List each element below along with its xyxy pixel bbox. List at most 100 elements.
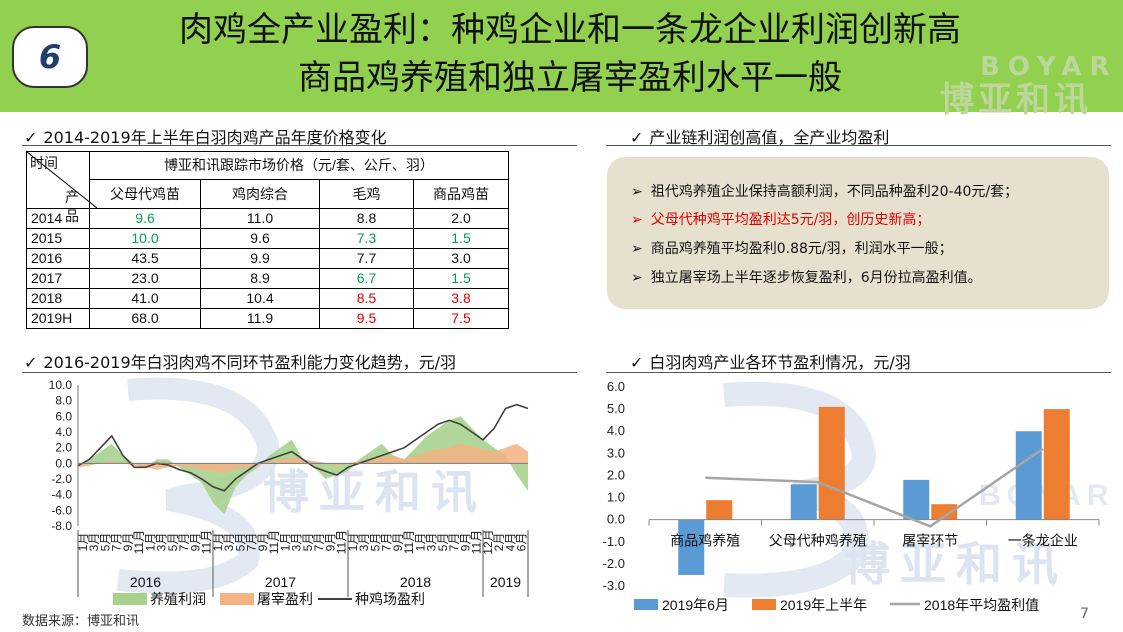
legend-swatch-h1-2019 [752, 599, 776, 610]
category-label: 父母代种鸡养殖 [769, 533, 867, 549]
row-year: 2019H [26, 308, 90, 329]
x-tick-label: 5月 [368, 533, 382, 552]
x-tick-label: 7月 [312, 533, 326, 552]
legend-label-breeder-profit: 种鸡场盈利 [355, 591, 425, 607]
check-icon: ✓ [24, 128, 38, 147]
table-row: 2017 23.0 8.9 6.7 1.5 [26, 268, 509, 289]
summary-bullet-highlight: ➢ 父母代种鸡平均盈利达5元/羽，创历史新高； [631, 212, 931, 228]
legend-label-slaughter-profit: 屠宰盈利 [257, 591, 313, 607]
arrow-bullet-icon: ➢ [631, 241, 643, 257]
table-cell: 1.5 [413, 268, 509, 289]
y-tick-label: 1.0 [607, 490, 625, 505]
table-cell: 9.9 [200, 248, 320, 269]
table-row: 2016 43.5 9.9 7.7 3.0 [26, 248, 509, 269]
x-tick-label: 3月 [425, 533, 439, 552]
x-tick-label: 5月 [233, 533, 247, 552]
y-tick-label: 0.0 [607, 512, 625, 527]
category-label: 屠宰环节 [902, 533, 958, 549]
x-tick-label: 11月 [267, 530, 281, 554]
check-icon: ✓ [630, 128, 644, 147]
legend-label-june-2019: 2019年6月 [662, 597, 729, 613]
watermark-cn: 博亚和讯 [940, 80, 1092, 120]
price-table-heading: ✓ 2014-2019年上半年白羽肉鸡产品年度价格变化 [24, 128, 387, 147]
y-tick-label: 3.0 [607, 445, 625, 460]
price-table: 时间 产品 博亚和讯跟踪市场价格（元/套、公斤、羽） 父母代鸡苗 鸡肉综合 毛鸡… [26, 151, 509, 329]
bar-h1-2019 [1043, 409, 1070, 520]
table-cell: 11.0 [200, 208, 320, 229]
table-cell: 8.9 [200, 268, 320, 289]
x-axis: 商品鸡养殖 父母代种鸡养殖 屠宰环节 一条龙企业 [670, 533, 1078, 549]
table-cell: 8.5 [319, 288, 414, 309]
corner-bottom-label: 产品 [65, 189, 79, 224]
x-tick-label: 9月 [121, 533, 135, 552]
y-axis: 10.0 8.06.0 4.0 2.00.0 -2.0 -4.0-6.0 -8.0 [49, 378, 79, 533]
table-row: 2019H 68.0 11.9 9.5 7.5 [26, 308, 509, 329]
trend-chart: 博亚和讯 10.0 8.06.0 4.0 2.00.0 -2.0 -4.0-6.0 -8.0… [49, 377, 529, 607]
plot-area [648, 406, 1100, 575]
divider [22, 145, 577, 146]
bar-h1-2019 [818, 406, 845, 520]
year-label: 2017 [265, 574, 296, 590]
table-cell: 3.0 [413, 248, 509, 269]
x-tick-label: 7月 [380, 533, 394, 552]
x-tick-label: 3月 [357, 533, 371, 552]
col-header-parent-chicks: 父母代鸡苗 [89, 179, 201, 209]
table-cell: 2.0 [413, 208, 509, 229]
check-icon: ✓ [630, 353, 644, 372]
x-tick-label: 12月 [481, 529, 495, 554]
table-cell: 9.6 [89, 208, 201, 229]
x-tick-label: 9月 [391, 533, 405, 552]
summary-bullet: ➢ 商品鸡养殖平均盈利0.88元/羽，利润水平一般； [631, 241, 953, 257]
arrow-bullet-icon: ➢ [631, 212, 643, 228]
x-tick-label: 11月 [402, 530, 416, 554]
table-cell: 9.6 [200, 228, 320, 249]
y-tick-label: -4.0 [51, 488, 72, 502]
x-tick-label: 2月 [492, 533, 506, 552]
table-cell: 10.4 [200, 288, 320, 309]
table-cell: 6.7 [319, 268, 414, 289]
profit-summary-heading: ✓ 产业链利润创高值，全产业均盈利 [630, 128, 890, 147]
trend-chart-watermark: 博亚和讯 [116, 377, 477, 594]
title-line-2: 商品鸡养殖和独立屠宰盈利水平一般 [298, 58, 842, 98]
x-tick-label: 5月 [98, 533, 112, 552]
x-tick-label: 1月 [211, 533, 225, 552]
y-tick-label: 0.0 [55, 456, 72, 470]
row-year: 2015 [26, 228, 90, 249]
x-tick-label: 9月 [323, 533, 337, 552]
header-banner: 6 肉鸡全产业盈利：种鸡企业和一条龙企业利润创新高 商品鸡养殖和独立屠宰盈利水平… [0, 0, 1123, 120]
series-line-breeder-profit [77, 403, 529, 492]
bar-june-2019 [903, 479, 930, 520]
y-tick-label: 6.0 [607, 379, 625, 394]
table-cell: 10.0 [89, 228, 201, 249]
table-cell: 68.0 [89, 308, 201, 329]
bar-june-2019 [790, 484, 817, 520]
row-year: 2017 [26, 268, 90, 289]
x-tick-label: 1月 [278, 533, 292, 552]
legend-label-2018-average: 2018年平均盈利值 [924, 597, 1039, 613]
arrow-bullet-icon: ➢ [631, 184, 643, 200]
y-tick-label: -2.0 [603, 556, 625, 571]
y-tick-label: 8.0 [55, 394, 72, 408]
x-tick-label: 3月 [290, 533, 304, 552]
y-tick-label: -6.0 [51, 503, 72, 517]
x-tick-label: 3月 [87, 533, 101, 552]
y-tick-label: 6.0 [55, 409, 72, 423]
table-cell: 8.8 [319, 208, 414, 229]
y-tick-label: 2.0 [607, 467, 625, 482]
x-tick-label: 3月 [155, 533, 169, 552]
y-axis: 6.0 5.0 4.0 3.0 2.0 1.0 0.0 -1.0 -2.0 -3.0 [603, 379, 625, 593]
table-row: 2018 41.0 10.4 8.5 3.8 [26, 288, 509, 309]
summary-bullet: ➢ 独立屠宰场上半年逐步恢复盈利，6月份拉高盈利值。 [631, 270, 982, 286]
x-axis: 1月3月5月7月9月11月1月3月5月7月9月11月1月3月5月7月9月11月1… [76, 529, 529, 597]
y-tick-label: 5.0 [607, 401, 625, 416]
category-label: 一条龙企业 [1008, 533, 1078, 549]
y-tick-label: -2.0 [51, 472, 72, 486]
y-tick-label: 2.0 [55, 441, 72, 455]
y-tick-label: 10.0 [49, 378, 73, 392]
page-number: 7 [1080, 606, 1089, 622]
diagonal-line [27, 152, 97, 208]
x-tick-label: 7月 [110, 533, 124, 552]
x-tick-label: 7月 [177, 533, 191, 552]
x-tick-label: 11月 [470, 530, 484, 554]
x-tick-label: 1月 [143, 533, 157, 552]
